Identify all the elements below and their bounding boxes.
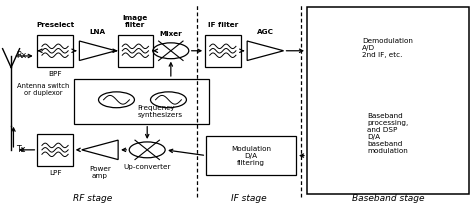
- Text: Up-converter: Up-converter: [123, 164, 171, 170]
- Text: IF filter: IF filter: [208, 22, 238, 28]
- Bar: [307, 7, 469, 194]
- Bar: [205, 35, 240, 67]
- Text: Baseband stage: Baseband stage: [352, 194, 425, 203]
- Text: Modulation
D/A
filtering: Modulation D/A filtering: [231, 146, 271, 166]
- Text: Power
amp: Power amp: [89, 166, 111, 179]
- Text: Baseband
processing,
and DSP
D/A
baseband
modulation: Baseband processing, and DSP D/A baseban…: [367, 113, 409, 154]
- Text: Preselect: Preselect: [36, 22, 74, 28]
- Text: Antenna switch
or duplexor: Antenna switch or duplexor: [17, 83, 69, 96]
- Text: Image
filter: Image filter: [123, 15, 148, 28]
- Text: Mixer: Mixer: [159, 31, 182, 37]
- Text: Rx: Rx: [16, 51, 27, 60]
- Text: Demodulation
A/D
2nd IF, etc.: Demodulation A/D 2nd IF, etc.: [362, 38, 413, 58]
- Text: Frequency
synthesizers: Frequency synthesizers: [137, 105, 183, 118]
- Text: LPF: LPF: [49, 170, 61, 176]
- Text: Tx: Tx: [16, 145, 26, 154]
- Bar: [206, 136, 296, 175]
- Text: BPF: BPF: [48, 71, 62, 77]
- Bar: [118, 35, 153, 67]
- Bar: [37, 134, 73, 166]
- Text: RF stage: RF stage: [73, 194, 112, 203]
- Bar: [74, 79, 209, 124]
- Bar: [37, 35, 73, 67]
- Text: LNA: LNA: [90, 29, 106, 35]
- Text: IF stage: IF stage: [231, 194, 267, 203]
- Text: AGC: AGC: [257, 29, 274, 35]
